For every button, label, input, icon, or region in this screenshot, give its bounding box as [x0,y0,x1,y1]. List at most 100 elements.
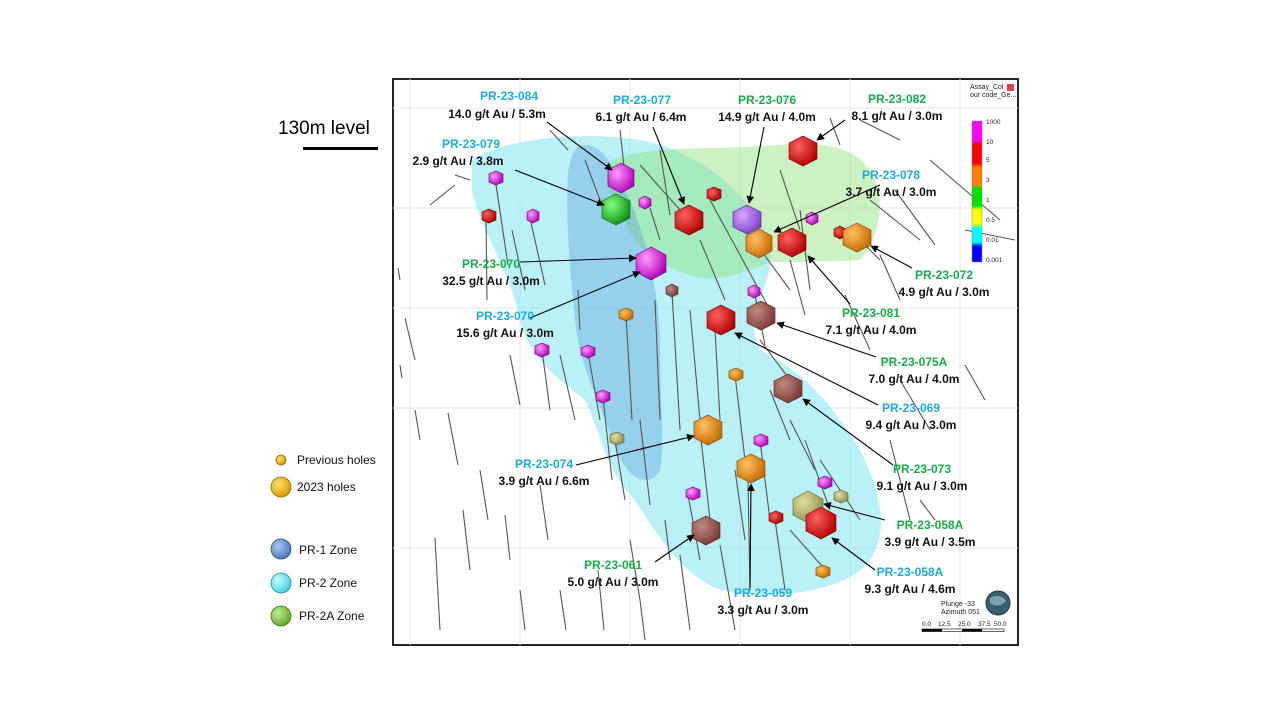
map-scale-tick: 0.0 [922,621,931,628]
orientation-widget: Plunge -33 Azimuth 051 [941,590,1011,616]
grade-label: 3.3 g/t Au / 3.0m [718,603,809,617]
intercept-sphere [773,373,803,404]
grade-label: 2.9 g/t Au / 3.8m [413,154,504,168]
intercept-sphere [638,195,652,210]
map-scale-tick: 50.0 [994,621,1007,628]
colorbar-tick: 10 [986,139,994,146]
leader-arrows [514,119,913,589]
hole-id-label: PR-23-077 [613,93,671,107]
intercept-sphere [736,453,766,484]
intercept-sphere [768,510,784,525]
hole-id-label: PR-23-070 [462,257,520,271]
legend-pr2a-zone: PR-2A Zone [299,609,365,623]
intercept-sphere [777,227,807,258]
hole-id-label: PR-23-081 [842,306,900,320]
intercept-sphere [732,204,762,235]
intercept-sphere [580,344,596,359]
legend-pr2-zone: PR-2 Zone [299,576,358,590]
intercept-sphere [601,193,631,226]
grade-label: 7.0 g/t Au / 4.0m [869,372,960,386]
intercept-sphere [815,564,831,579]
intercept-sphere [691,515,721,546]
grade-label: 32.5 g/t Au / 3.0m [442,274,540,288]
hole-id-label: PR-23-078 [862,168,920,182]
hole-id-label: PR-23-069 [882,401,940,415]
grade-label: 8.1 g/t Au / 3.0m [852,109,943,123]
intercept-sphere [728,367,744,382]
hole-labels: PR-23-084 14.0 g/t Au / 5.3m PR-23-077 6… [413,89,990,617]
intercept-sphere [805,506,837,540]
intercept-sphere [693,414,723,446]
hole-id-label: PR-23-074 [515,457,573,471]
assay-color-bar: Assay_Col our code_Ge... 1000 10 5 3 1 0… [970,84,1016,264]
hole-id-label: PR-23-073 [893,462,951,476]
hole-id-label: PR-23-058A [877,565,944,579]
grade-label: 4.9 g/t Au / 3.0m [899,285,990,299]
colorbar-tick: 0.001 [986,257,1003,264]
intercept-sphere [595,389,611,404]
colorbar-subtitle: our code_Ge... [970,92,1016,99]
intercept-sphere [833,489,849,504]
intercept-sphere [753,433,769,448]
colorbar-title: Assay_Col [970,84,1004,91]
colorbar-swatch [971,120,983,263]
intercept-sphere [685,486,701,501]
hole-id-label: PR-23-076 [738,93,796,107]
intercept-sphere [745,228,773,259]
intercept-sphere [706,186,722,202]
map-scale-tick: 25.0 [958,621,971,628]
grade-label: 9.3 g/t Au / 4.6m [865,582,956,596]
hole-id-label: PR-23-084 [480,89,538,103]
intercept-sphere [805,211,819,226]
grade-label: 15.6 g/t Au / 3.0m [456,326,554,340]
map-scale-tick: 37.5 [978,621,991,628]
intercept-sphere [481,208,497,224]
grade-label: 14.9 g/t Au / 4.0m [718,110,816,124]
grade-label: 9.4 g/t Au / 3.0m [866,418,957,432]
grade-label: 5.0 g/t Au / 3.0m [568,575,659,589]
holes-2023-icon [270,476,292,498]
pr2a-zone-icon [270,605,292,627]
intercept-sphere [747,284,761,299]
colorbar-tick: 1 [986,197,990,204]
intercept-sphere [488,170,504,186]
intercept-sphere [618,307,634,322]
intercept-spheres [481,135,872,579]
colorbar-tick: 0.01 [986,237,999,244]
colorbar-tick: 0.5 [986,217,995,224]
hole-id-label: PR-23-079 [442,137,500,151]
intercept-sphere [665,283,679,298]
legend-previous-holes: Previous holes [297,453,376,467]
map-scale-tick: 12.5 [938,621,951,628]
hole-id-label: PR-23-082 [868,92,926,106]
grade-label: 7.1 g/t Au / 4.0m [826,323,917,337]
intercept-sphere [674,204,704,236]
grade-label: 3.7 g/t Au / 3.0m [846,185,937,199]
intercept-sphere [609,431,625,446]
hole-id-label: PR-23-070 [476,309,534,323]
previous-holes-icon [275,454,287,466]
map-scale-bar [922,629,1004,632]
legend-symbols [270,454,292,627]
hole-id-label: PR-23-059 [734,586,792,600]
map-scale: 0.0 12.5 25.0 37.5 50.0 [921,621,1007,632]
level-title: 130m level [278,118,370,139]
intercept-sphere [817,475,833,490]
level-scale-bar [303,147,378,150]
grade-label: 3.9 g/t Au / 3.5m [885,535,976,549]
legend-2023-holes: 2023 holes [297,480,356,494]
hole-id-label: PR-23-072 [915,268,973,282]
colorbar-tick: 5 [986,157,990,164]
hole-id-label: PR-23-075A [881,355,948,369]
intercept-sphere [526,208,540,224]
grade-label: 9.1 g/t Au / 3.0m [877,479,968,493]
plunge-readout: Plunge -33 [941,601,975,608]
legend-pr1-zone: PR-1 Zone [299,543,358,557]
intercept-sphere [746,300,776,331]
intercept-sphere [534,342,550,358]
pr2-zone-icon [270,572,292,594]
intercept-sphere [842,222,872,253]
pr1-zone-icon [270,538,292,560]
colorbar-tick: 3 [986,177,990,184]
